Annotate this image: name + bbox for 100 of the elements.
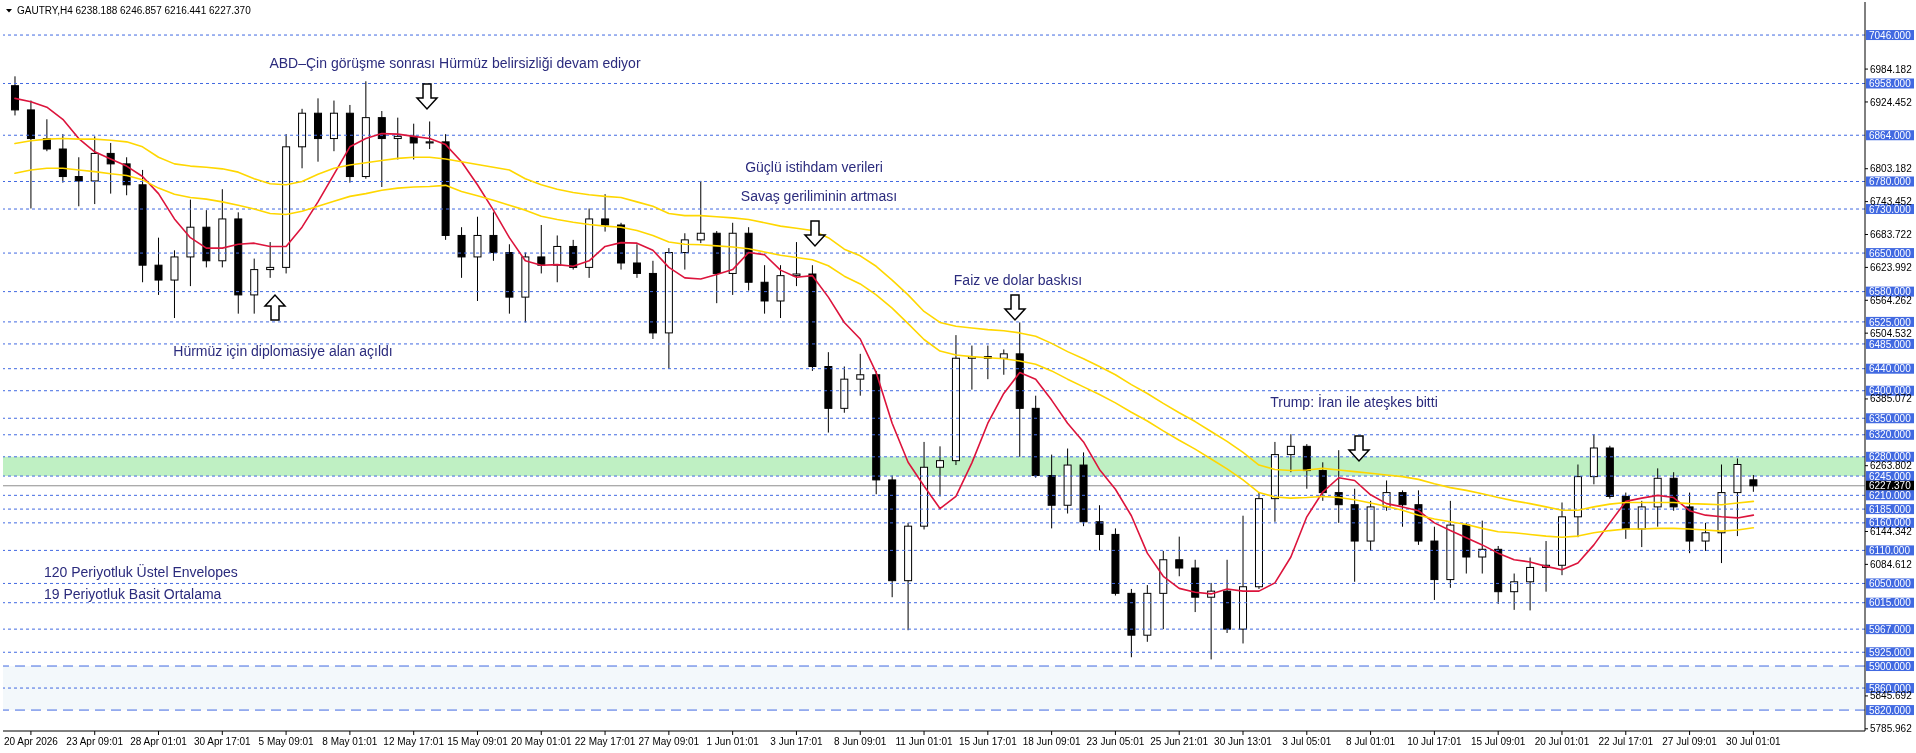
candlestick	[377, 110, 386, 188]
candlestick	[425, 120, 434, 150]
ref-line-label: 6227.370	[1869, 480, 1912, 492]
candlestick	[792, 241, 801, 287]
x-tick-label: 1 Jun 01:01	[706, 736, 760, 747]
annotation: Hürmüz için diplomasiye alan açıldı	[173, 343, 393, 359]
x-tick-label: 15 May 09:01	[447, 736, 509, 747]
candlestick	[1095, 504, 1104, 551]
candlestick	[1398, 489, 1407, 528]
ref-line-label: 6280.000	[1869, 451, 1912, 463]
candlestick	[393, 117, 402, 160]
annotation: ABD–Çin görüşme sonrası Hürmüz belirsizliği devam ediyor	[269, 55, 641, 71]
ref-line-label: 6580.000	[1869, 286, 1912, 298]
candlestick	[473, 216, 482, 302]
ref-line-label: 6015.000	[1869, 597, 1912, 609]
candlestick	[1510, 573, 1519, 611]
ref-line-label: 6160.000	[1869, 517, 1912, 529]
candlestick	[1286, 433, 1295, 473]
annotation: Trump: İran ile ateşkes bitti	[1270, 393, 1438, 410]
x-tick-label: 12 May 17:01	[383, 736, 445, 747]
x-tick-label: 22 Jul 17:01	[1598, 736, 1654, 747]
ref-line-label: 6320.000	[1869, 429, 1912, 441]
annotation: Güçlü istihdam verileri	[745, 159, 883, 175]
ref-line-label: 6050.000	[1869, 578, 1912, 590]
y-tick-label: 6144.342	[1870, 526, 1913, 538]
candlestick	[457, 226, 466, 279]
candlestick	[1526, 557, 1535, 611]
ref-line-label: 6110.000	[1869, 545, 1911, 556]
candlestick	[632, 243, 641, 279]
candlestick	[1318, 461, 1327, 502]
x-tick-label: 27 May 09:01	[638, 736, 700, 747]
chart-title: GAUTRY,H4 6238.188 6246.857 6216.441 6227.370	[17, 4, 252, 16]
x-tick-label: 3 Jul 05:01	[1282, 736, 1332, 747]
candlestick	[266, 241, 275, 279]
ref-line-label: 5820.000	[1869, 704, 1912, 716]
x-tick-label: 20 Apr 2026	[3, 736, 59, 747]
candlestick	[154, 237, 163, 296]
ref-line-label: 6400.000	[1869, 385, 1912, 397]
candlestick	[409, 123, 418, 160]
x-tick-label: 23 Jun 05:01	[1086, 736, 1145, 747]
x-tick-label: 23 Apr 09:01	[66, 736, 124, 747]
x-tick-label: 18 Jun 09:01	[1022, 736, 1081, 747]
candlestick	[489, 211, 498, 262]
candlestick	[1478, 520, 1487, 575]
annotation: 120 Periyotluk Üstel Envelopes	[44, 563, 238, 580]
y-tick-label: 6683.722	[1870, 229, 1913, 241]
ref-line-label: 6245.000	[1869, 470, 1912, 482]
y-tick-label: 5785.962	[1870, 723, 1913, 735]
x-tick-label: 8 May 01:01	[322, 736, 378, 747]
annotation: Savaş geriliminin artması	[740, 188, 898, 204]
candlestick	[696, 180, 705, 244]
x-tick-label: 5 May 09:01	[258, 736, 315, 747]
ref-line-label: 5925.000	[1869, 646, 1912, 658]
ref-line-label: 6350.000	[1869, 412, 1912, 424]
x-tick-label: 8 Jun 09:01	[834, 736, 887, 747]
y-tick-label: 6623.992	[1870, 261, 1913, 273]
x-tick-label: 20 May 01:01	[510, 736, 572, 747]
y-tick-label: 6984.182	[1870, 63, 1913, 75]
y-tick-label: 6803.182	[1870, 163, 1913, 175]
ref-line-label: 6525.000	[1869, 316, 1912, 328]
ref-line-label: 6958.000	[1869, 78, 1912, 90]
ref-line-label: 6210.000	[1869, 489, 1912, 501]
ref-line-label: 6780.000	[1869, 176, 1912, 188]
x-tick-label: 10 Jul 17:01	[1407, 736, 1463, 747]
candlestick	[760, 264, 769, 315]
candlestick	[999, 348, 1008, 376]
y-tick-label: 6084.612	[1870, 558, 1913, 570]
x-tick-label: 25 Jun 21:01	[1150, 736, 1209, 747]
y-tick-label: 6504.532	[1870, 327, 1913, 339]
x-tick-label: 11 Jun 01:01	[895, 736, 954, 747]
annotation: Faiz ve dolar baskısı	[953, 272, 1083, 288]
x-tick-label: 3 Jun 17:01	[770, 736, 824, 747]
ref-line-label: 6864.000	[1869, 129, 1912, 141]
y-tick-label: 6263.802	[1870, 460, 1913, 472]
candlestick	[1175, 536, 1184, 577]
x-tick-label: 28 Apr 01:01	[130, 736, 188, 747]
ref-line-label: 5860.000	[1869, 682, 1912, 694]
candlestick	[601, 193, 610, 233]
ref-line-label: 5967.000	[1869, 623, 1912, 635]
x-tick-label: 20 Jul 01:01	[1534, 736, 1590, 747]
ref-line-label: 6650.000	[1869, 247, 1912, 259]
candlestick	[1207, 582, 1216, 660]
candlestick	[170, 249, 179, 319]
ref-line-label: 6440.000	[1869, 363, 1912, 375]
candlestick	[856, 353, 865, 397]
x-tick-label: 22 May 17:01	[574, 736, 636, 747]
x-tick-label: 30 Jun 13:01	[1214, 736, 1273, 747]
x-tick-label: 30 Jul 01:01	[1726, 736, 1782, 747]
candlestick	[74, 156, 83, 207]
x-tick-label: 30 Apr 17:01	[193, 736, 252, 747]
x-tick-label: 15 Jun 17:01	[958, 736, 1018, 747]
y-tick-label: 6924.452	[1870, 96, 1913, 108]
candlestick	[106, 142, 115, 195]
x-tick-label: 15 Jul 09:01	[1470, 736, 1526, 747]
candlestick	[1701, 522, 1710, 552]
ref-line-label: 6485.000	[1869, 338, 1912, 350]
x-tick-label: 8 Jul 01:01	[1346, 736, 1396, 747]
ref-line-label: 7046.000	[1869, 29, 1912, 41]
ref-line-label: 5900.000	[1869, 660, 1912, 672]
ref-line-label: 6185.000	[1869, 503, 1912, 515]
